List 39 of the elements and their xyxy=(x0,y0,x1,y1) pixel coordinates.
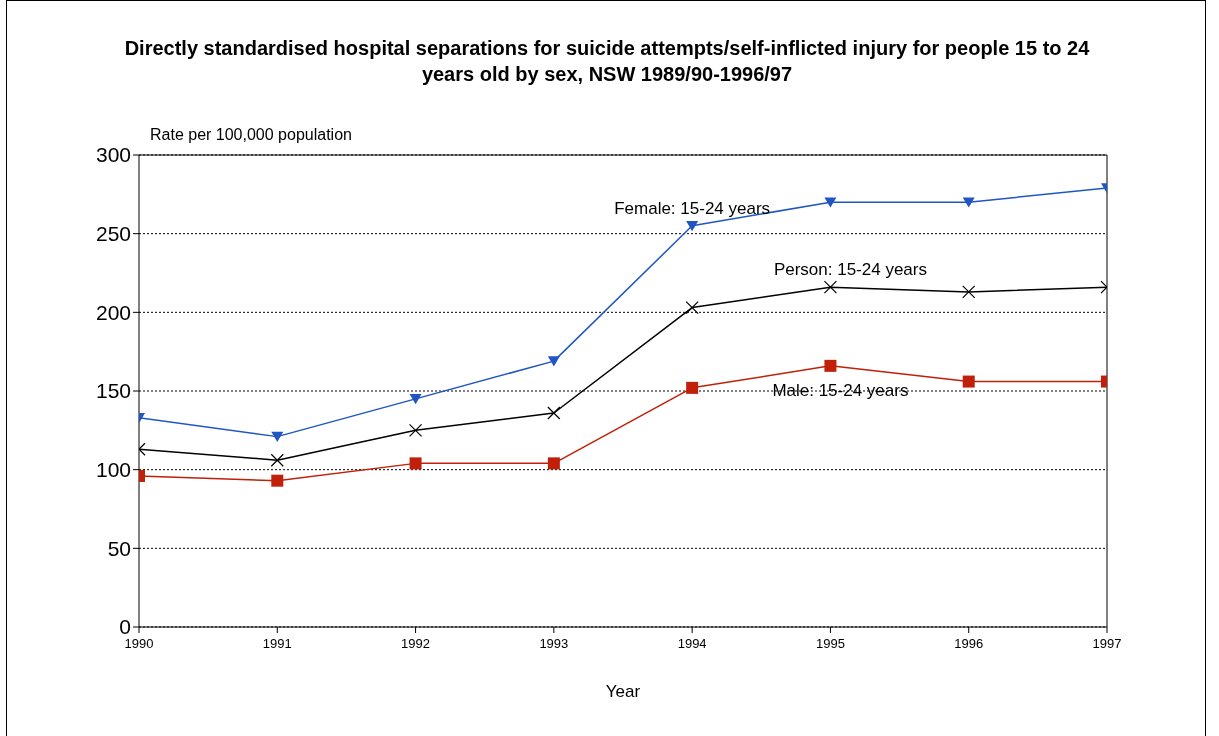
point xyxy=(686,221,699,232)
point xyxy=(270,453,284,467)
point xyxy=(824,359,837,372)
y-tick-label: 200 xyxy=(95,300,131,324)
x-tick-label: 1997 xyxy=(1092,636,1122,652)
point xyxy=(408,423,423,437)
point xyxy=(271,431,284,443)
x-tick-label: 1994 xyxy=(677,636,707,652)
x-tick-label: 1991 xyxy=(262,636,292,652)
point xyxy=(271,474,284,487)
x-tick-label: 1993 xyxy=(539,636,569,652)
x-tick-label: 1990 xyxy=(124,636,154,652)
y-tick-label: 250 xyxy=(95,222,131,246)
point xyxy=(547,406,561,420)
x-tick-label: 1992 xyxy=(401,636,431,652)
point xyxy=(547,457,560,470)
point xyxy=(962,285,976,299)
y-tick-label: 50 xyxy=(107,536,131,560)
y-tick-label: 0 xyxy=(119,615,131,639)
point xyxy=(686,381,699,394)
point xyxy=(409,457,422,470)
y-tick-label: 100 xyxy=(95,458,131,482)
series-label: Male: 15-24 years xyxy=(772,380,909,400)
point xyxy=(824,197,837,208)
point xyxy=(409,394,422,405)
series-label: Female: 15-24 years xyxy=(614,198,771,218)
x-axis-title: Year xyxy=(605,682,641,701)
x-tick-label: 1995 xyxy=(815,636,845,652)
chart-title: Directly standardised hospital separations for suicide attempts/self-inflicted injury for people 15 to 24 years old by sex, NSW 1989/90-1996/97 xyxy=(123,36,1091,87)
y-axis-title: Rate per 100,000 population xyxy=(150,126,352,144)
point xyxy=(823,280,838,294)
point xyxy=(962,197,975,208)
y-tick-label: 150 xyxy=(95,379,131,403)
point xyxy=(685,301,699,315)
series-label: Person: 15-24 years xyxy=(773,260,927,280)
point xyxy=(962,375,975,388)
point xyxy=(547,356,560,367)
x-tick-label: 1996 xyxy=(954,636,984,652)
y-tick-label: 300 xyxy=(95,143,131,167)
